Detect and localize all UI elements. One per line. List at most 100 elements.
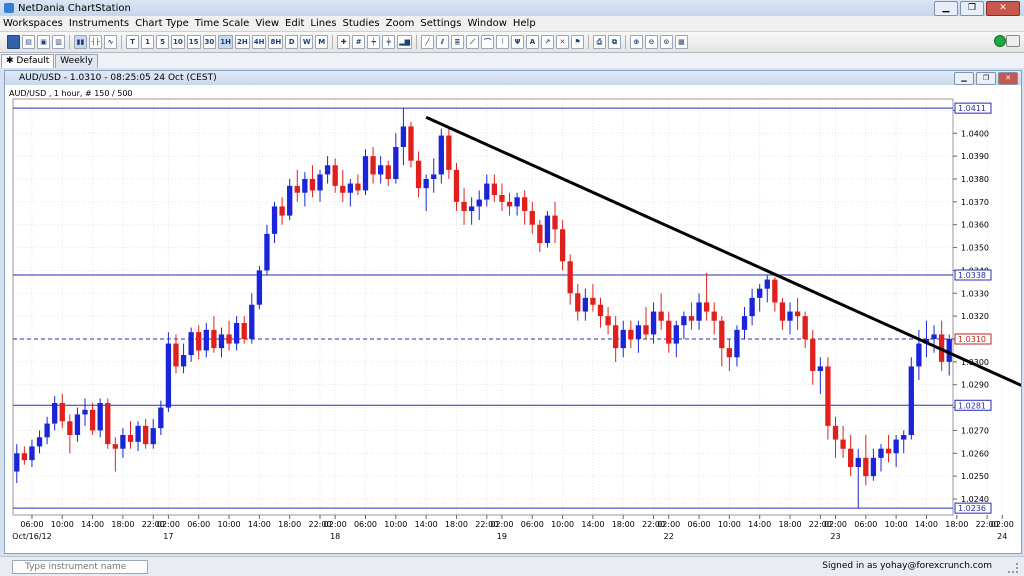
- timeframe-4h-button[interactable]: 4H: [251, 35, 267, 49]
- candle-up: [681, 311, 687, 339]
- volume-icon[interactable]: ▂▆: [397, 35, 412, 49]
- candlestick-chart[interactable]: 1.04101.04001.03901.03801.03701.03601.03…: [5, 85, 1021, 551]
- regression-icon[interactable]: ⫶: [495, 35, 509, 49]
- arc-icon[interactable]: ⌒: [480, 35, 494, 49]
- minimize-icon[interactable]: ▁: [934, 1, 958, 16]
- timeframe-d-button[interactable]: D: [285, 35, 299, 49]
- timeframe-t-button[interactable]: T: [126, 35, 139, 49]
- close-icon[interactable]: ✕: [986, 1, 1020, 16]
- save-icon[interactable]: ▣: [37, 35, 50, 49]
- menu-zoom[interactable]: Zoom: [385, 18, 415, 29]
- candle-body: [832, 425, 839, 440]
- trendline[interactable]: [425, 115, 1021, 431]
- menu-window[interactable]: Window: [467, 18, 507, 29]
- menu-instruments[interactable]: Instruments: [68, 18, 130, 29]
- candle-up: [256, 265, 263, 310]
- candle-down: [211, 316, 217, 353]
- flag-icon[interactable]: ⚑: [570, 35, 584, 49]
- menu-time-scale[interactable]: Time Scale: [194, 18, 250, 29]
- zoom-in-icon[interactable]: ⊕: [629, 35, 643, 49]
- candle-body: [67, 421, 73, 435]
- candle-body: [438, 135, 444, 175]
- candle-body: [916, 343, 922, 367]
- pitchfork-icon[interactable]: Ψ: [510, 35, 524, 49]
- candle-down: [537, 220, 543, 253]
- bar-chart-icon[interactable]: ┤├: [89, 35, 102, 49]
- candle-up: [431, 158, 437, 193]
- price-tick-label: 1.0400: [961, 129, 989, 138]
- crosshair-icon[interactable]: ✚: [337, 35, 351, 49]
- candle-body: [332, 165, 338, 186]
- instrument-search-input[interactable]: [12, 560, 148, 574]
- chart-close-icon[interactable]: ✕: [998, 72, 1018, 85]
- candle-body: [537, 224, 543, 243]
- timeframe-1h-button[interactable]: 1H: [218, 35, 233, 49]
- print-chart-icon[interactable]: ⎙: [592, 35, 606, 49]
- line-chart-icon[interactable]: ∿: [104, 35, 117, 49]
- print-icon[interactable]: ▥: [52, 35, 65, 49]
- candle-body: [165, 343, 172, 408]
- delete-drawing-icon[interactable]: ✕: [555, 35, 569, 49]
- zoom-out-icon[interactable]: ⊖: [644, 35, 658, 49]
- copy-icon[interactable]: ⧉: [607, 35, 621, 49]
- new-workspace-icon[interactable]: [7, 35, 20, 49]
- timeframe-m-button[interactable]: M: [315, 35, 329, 49]
- candle-body: [370, 156, 376, 175]
- chart-restore-icon[interactable]: ❐: [976, 72, 996, 85]
- text-tool-icon[interactable]: A: [525, 35, 539, 49]
- trendline-icon[interactable]: ╱: [420, 35, 434, 49]
- connection-toggle-icon[interactable]: [1006, 35, 1020, 47]
- candle-body: [378, 165, 384, 175]
- candle-body: [264, 233, 270, 271]
- open-icon[interactable]: ▤: [22, 35, 35, 49]
- tab-default-label: Default: [16, 56, 50, 66]
- timeframe-1-button[interactable]: 1: [141, 35, 154, 49]
- time-tick-label: 22:00: [809, 520, 832, 529]
- properties-icon[interactable]: ▦: [674, 35, 688, 49]
- price-axis: 1.04101.04001.03901.03801.03701.03601.03…: [953, 102, 992, 514]
- timeframe-30-button[interactable]: 30: [202, 35, 217, 49]
- menu-workspaces[interactable]: Workspaces: [3, 18, 63, 29]
- fan-icon[interactable]: ⟋: [465, 35, 479, 49]
- tab-default[interactable]: ✱ Default: [1, 54, 55, 68]
- time-tick-label: 22:00: [475, 520, 498, 529]
- time-tick-label: 18:00: [111, 520, 134, 529]
- timeframe-8h-button[interactable]: 8H: [268, 35, 284, 49]
- timeframe-10-button[interactable]: 10: [171, 35, 185, 49]
- zoom-reset-icon[interactable]: ⊙: [659, 35, 673, 49]
- timeframe-2h-button[interactable]: 2H: [234, 35, 250, 49]
- candle-up: [271, 201, 278, 243]
- timeframe-5-button[interactable]: 5: [156, 35, 169, 49]
- chart-minimize-icon[interactable]: ▁: [954, 72, 974, 85]
- candle-down: [332, 158, 338, 193]
- candle-up: [893, 435, 899, 467]
- menu-help[interactable]: Help: [512, 18, 536, 29]
- fibonacci-icon[interactable]: ≣: [450, 35, 464, 49]
- candle-body: [256, 270, 263, 305]
- candlestick-chart-icon[interactable]: ▮▮: [74, 35, 87, 49]
- menu-view[interactable]: View: [255, 18, 280, 29]
- arrow-tool-icon[interactable]: ↗: [540, 35, 554, 49]
- menu-studies[interactable]: Studies: [342, 18, 380, 29]
- candle-body: [112, 444, 118, 449]
- timeframe-w-button[interactable]: W: [300, 35, 314, 49]
- menu-chart-type[interactable]: Chart Type: [135, 18, 189, 29]
- menu-edit[interactable]: Edit: [285, 18, 305, 29]
- restore-icon[interactable]: ❐: [960, 1, 984, 16]
- candle-body: [757, 288, 763, 298]
- candle-down: [613, 316, 619, 362]
- resize-grip-icon[interactable]: [1008, 563, 1018, 573]
- menu-settings[interactable]: Settings: [420, 18, 462, 29]
- tab-weekly[interactable]: Weekly: [55, 54, 98, 68]
- channel-icon[interactable]: ⫽: [435, 35, 449, 49]
- time-tick-label: 02:00: [490, 520, 513, 529]
- time-tick-label: 02:00: [324, 520, 347, 529]
- candle-up: [931, 325, 937, 353]
- timeframe-15-button[interactable]: 15: [186, 35, 201, 49]
- vertical-line-icon[interactable]: ┿: [367, 35, 381, 49]
- horizontal-line-icon[interactable]: ╪: [382, 35, 396, 49]
- menu-lines[interactable]: Lines: [310, 18, 337, 29]
- grid-icon[interactable]: #: [352, 35, 366, 49]
- time-tick-label: 10:00: [885, 520, 908, 529]
- candle-up: [908, 357, 914, 440]
